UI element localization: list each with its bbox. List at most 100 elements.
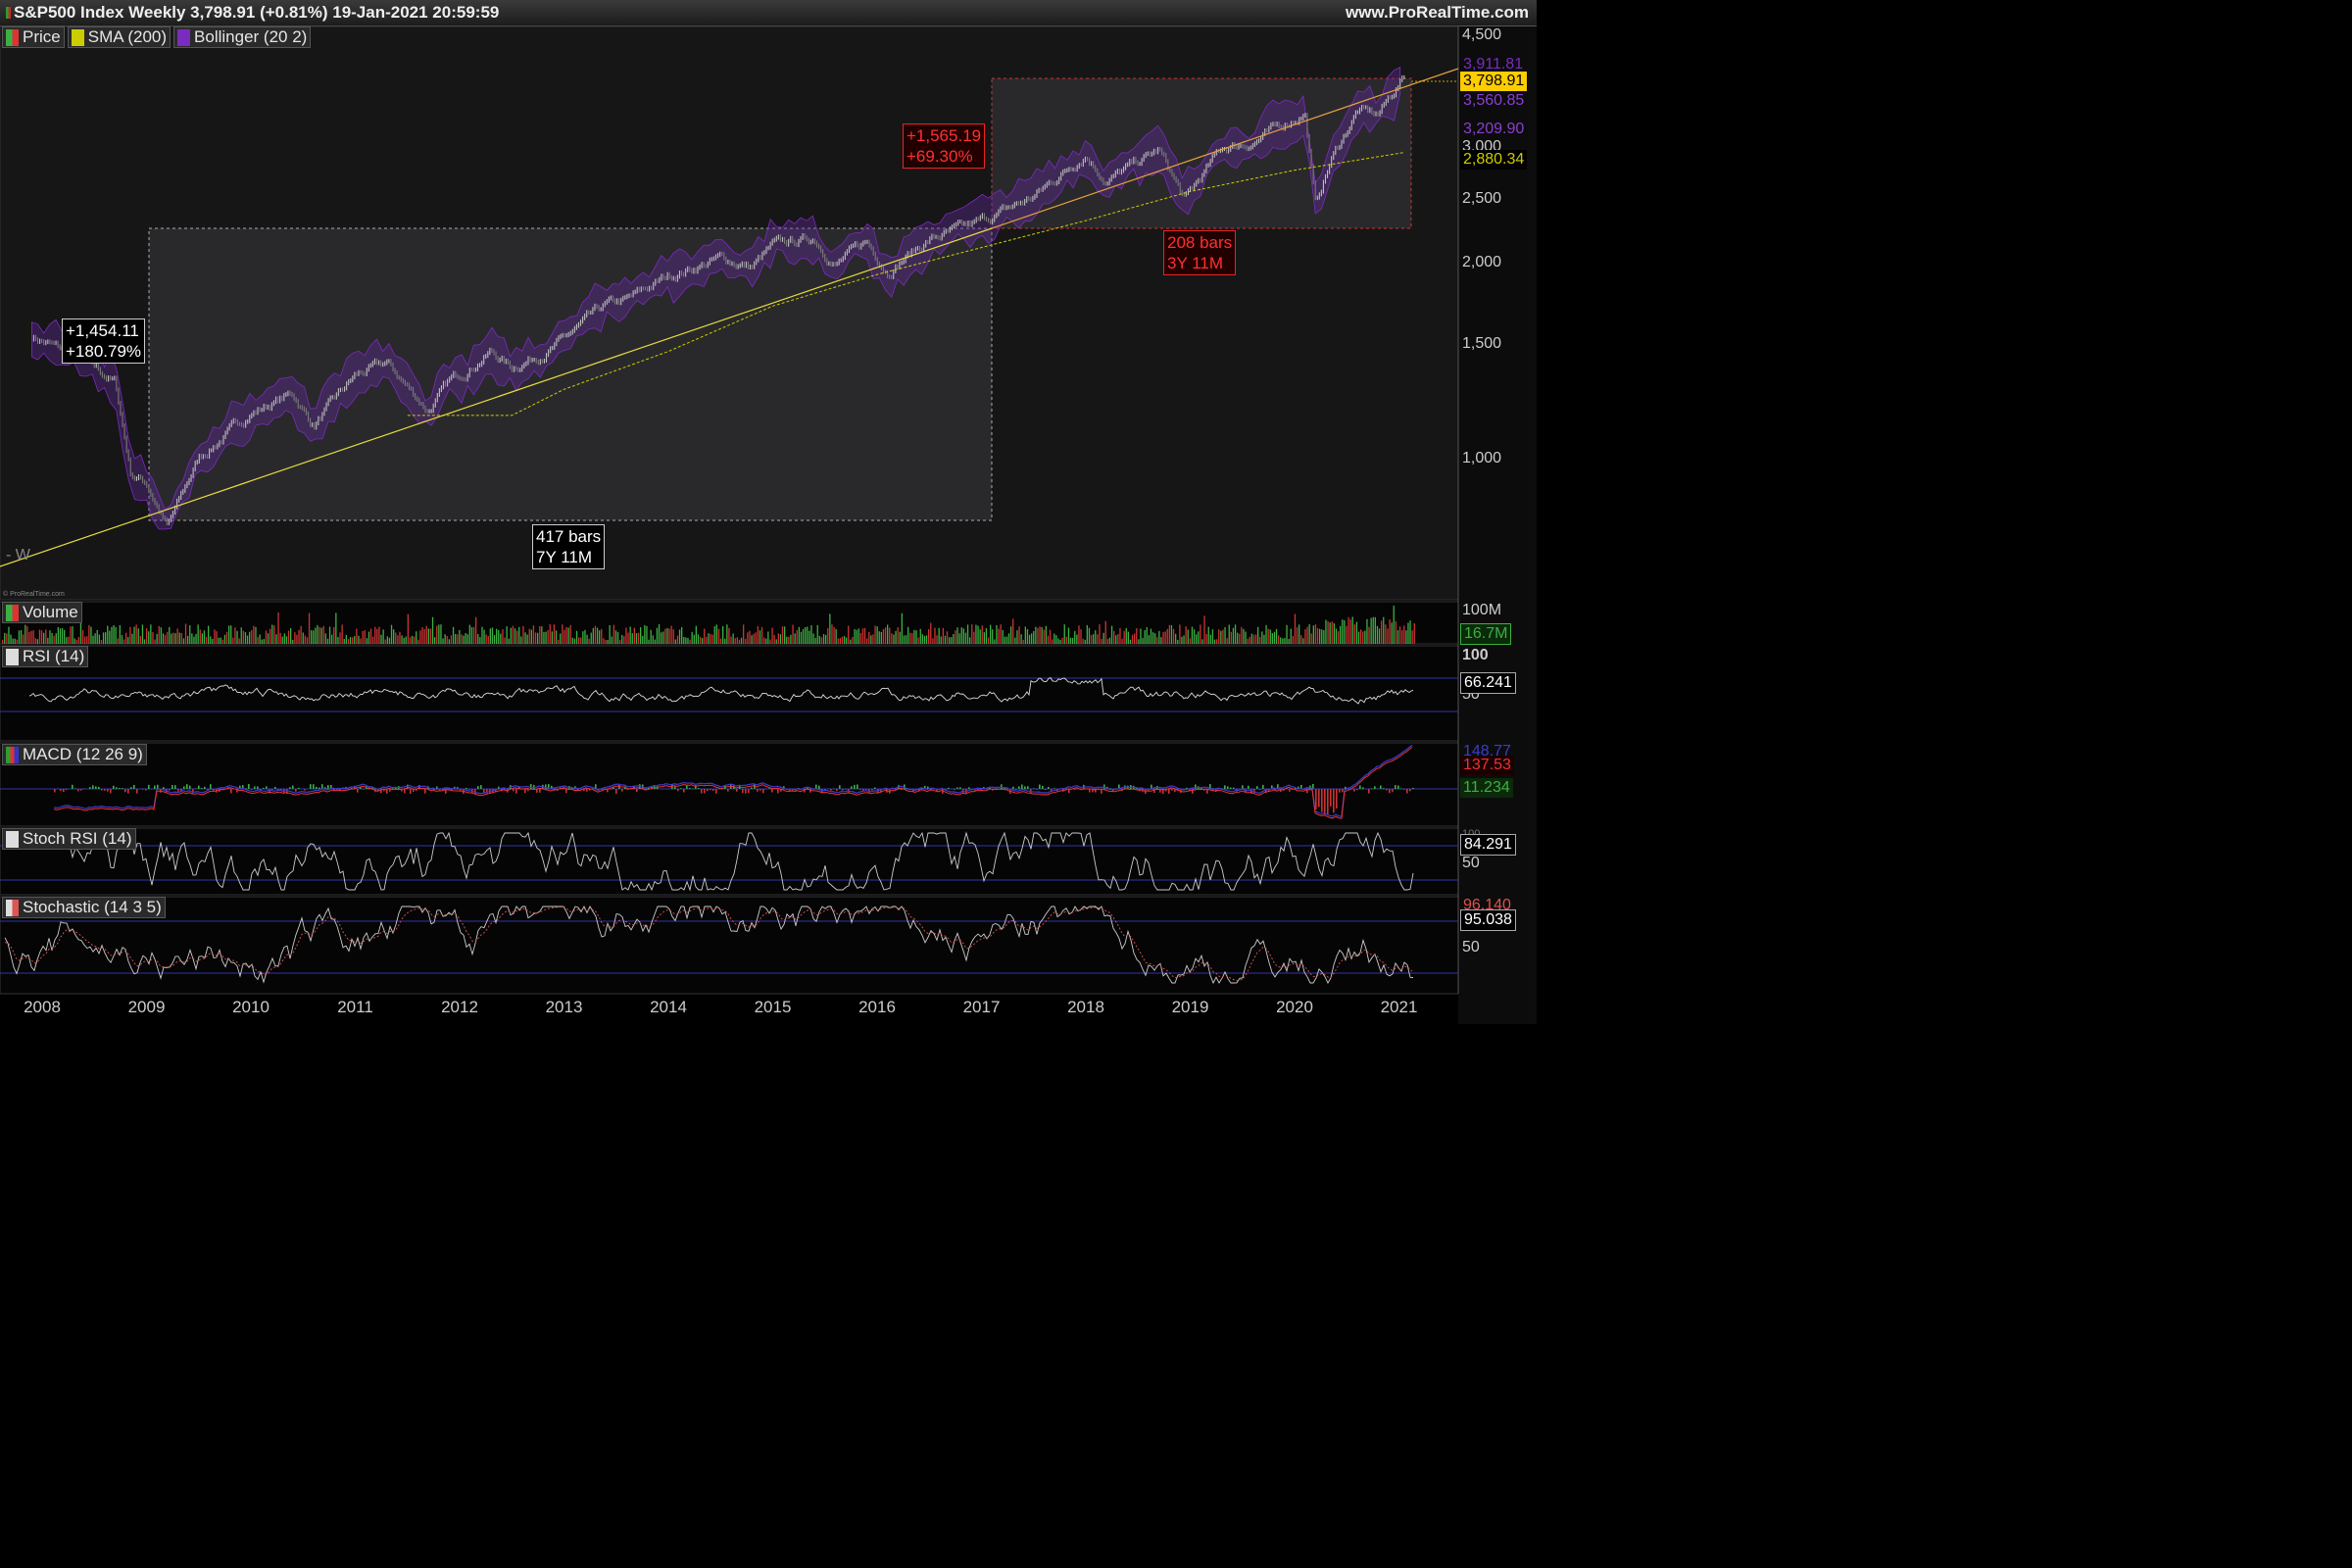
volume-bar (942, 627, 944, 644)
macd-histogram-bar (392, 788, 394, 789)
macd-histogram-bar (1315, 789, 1317, 809)
volume-bar (915, 630, 917, 644)
volume-bar (246, 635, 249, 644)
tag-bollinger-lower: 3,209.90 (1463, 121, 1525, 137)
chart-canvas[interactable] (0, 0, 1537, 1024)
volume-bar (734, 638, 736, 644)
volume-bar (1129, 639, 1132, 644)
volume-bar (1043, 629, 1045, 644)
legend-price[interactable]: Price (2, 26, 65, 48)
volume-bar (368, 631, 370, 644)
volume-bar (1263, 634, 1265, 644)
macd-histogram-bar (239, 785, 241, 789)
macd-histogram-bar (1265, 789, 1267, 794)
measure-1-bars[interactable]: 417 bars 7Y 11M (532, 524, 606, 569)
macd-histogram-bar (468, 789, 470, 790)
volume-bar (411, 635, 414, 644)
volume-bar (717, 628, 720, 644)
legend-stoch[interactable]: Stochastic (14 3 5) (2, 897, 166, 918)
volume-bar (292, 639, 294, 644)
volume-bar (964, 632, 967, 644)
volume-bar (1102, 632, 1104, 644)
volume-bar (1074, 630, 1076, 644)
volume-bar (1243, 628, 1245, 644)
site-label[interactable]: www.ProRealTime.com (1345, 3, 1529, 22)
macd-histogram-bar (416, 789, 417, 791)
volume-bar (320, 627, 322, 644)
macd-histogram-bar (1224, 785, 1226, 789)
legend-stochrsi[interactable]: Stoch RSI (14) (2, 828, 136, 850)
macd-histogram-bar (113, 785, 115, 789)
volume-bar (662, 631, 664, 644)
macd-histogram-bar (621, 789, 623, 792)
volume-bar (300, 625, 302, 644)
volume-bar (792, 624, 794, 644)
measure-1-change[interactable]: +1,454.11 +180.79% (62, 318, 146, 364)
legend-volume[interactable]: Volume (2, 602, 82, 623)
legend-macd[interactable]: MACD (12 26 9) (2, 744, 147, 765)
volume-bar (526, 634, 528, 644)
volume-bar (934, 627, 936, 644)
volume-bar (158, 625, 160, 644)
x-tick-2008: 2008 (24, 998, 61, 1016)
volume-bar (176, 628, 178, 644)
volume-bar (364, 629, 366, 644)
volume-bar (625, 627, 627, 644)
volume-bar (1088, 627, 1091, 644)
volume-bar (1357, 631, 1360, 644)
volume-bar (172, 632, 174, 644)
macd-histogram-bar (862, 789, 864, 791)
volume-bar (263, 639, 265, 644)
volume-bar (732, 633, 734, 644)
volume-bar (242, 630, 244, 644)
volume-bar (337, 637, 339, 644)
measure-2-bars[interactable]: 208 bars 3Y 11M (1163, 230, 1237, 275)
tag-sma: 2,880.34 (1460, 150, 1528, 170)
volume-bar (23, 634, 24, 644)
volume-bar (64, 629, 66, 644)
volume-bar (1389, 619, 1391, 644)
volume-bar (1273, 631, 1276, 644)
volume-bar (837, 638, 839, 644)
macd-histogram-bar (1206, 789, 1208, 794)
legend-bollinger[interactable]: Bollinger (20 2) (173, 26, 312, 48)
volume-bar (955, 630, 956, 644)
volume-bar (466, 634, 468, 644)
volume-bar (848, 625, 850, 644)
macd-histogram-bar (192, 789, 194, 794)
macd-histogram-bar (1015, 789, 1017, 790)
volume-bar (858, 628, 859, 644)
volume-bar (397, 635, 399, 644)
macd-histogram-bar (1368, 789, 1370, 794)
volume-bar (1401, 630, 1403, 644)
volume-bar (1335, 628, 1338, 644)
measure-2-change[interactable]: +1,565.19 +69.30% (903, 123, 986, 169)
volume-bar (1052, 639, 1054, 644)
macd-histogram-bar (936, 789, 938, 792)
volume-bar (1193, 629, 1196, 644)
volume-bar (86, 636, 88, 644)
volume-bar (802, 628, 805, 644)
volume-bar (1319, 628, 1321, 644)
trend-line-2 (991, 68, 1459, 229)
volume-bar (255, 626, 257, 644)
volume-bar (520, 636, 522, 644)
macd-histogram-bar (1230, 787, 1232, 789)
macd-histogram-bar (942, 789, 944, 794)
volume-bar (1398, 626, 1401, 644)
volume-bar (1325, 619, 1327, 644)
volume-bar (1278, 635, 1280, 644)
tag-stoch-d: 95.038 (1460, 909, 1516, 931)
macd-histogram-bar (1112, 789, 1114, 792)
macd-histogram-bar (1324, 789, 1326, 814)
macd-histogram-bar (119, 788, 121, 789)
volume-bar (891, 633, 893, 644)
volume-bar (403, 637, 405, 644)
volume-bar (88, 624, 90, 644)
volume-bar (580, 637, 582, 644)
legend-sma[interactable]: SMA (200) (67, 26, 172, 48)
volume-bar (876, 626, 878, 644)
legend-rsi[interactable]: RSI (14) (2, 646, 89, 667)
macd-histogram-bar (136, 789, 138, 794)
macd-line (53, 744, 1413, 817)
